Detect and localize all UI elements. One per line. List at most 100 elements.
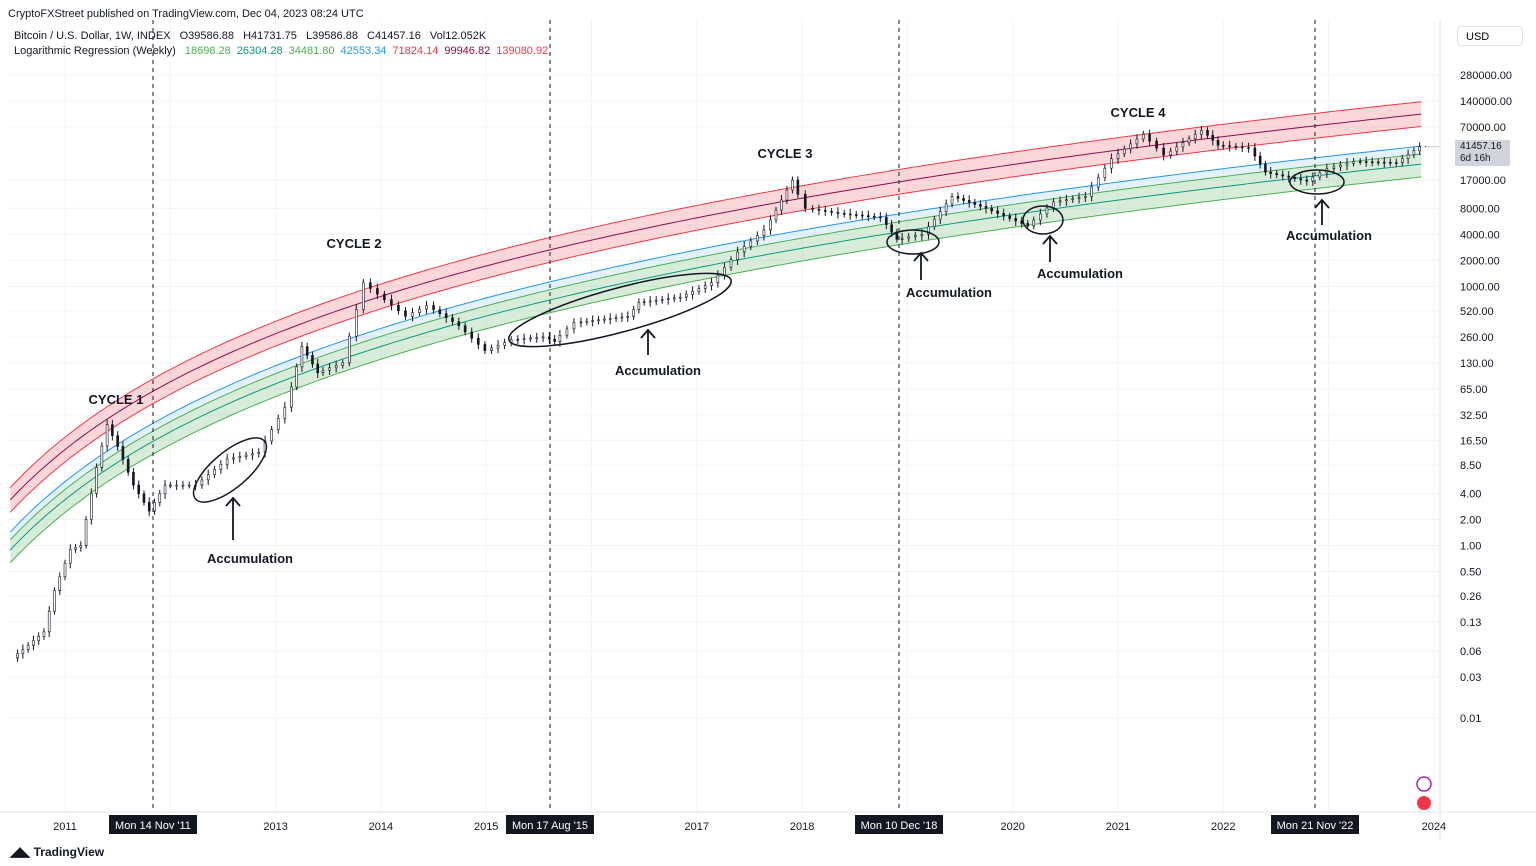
candle (890, 224, 893, 233)
candle (907, 236, 911, 239)
candle (213, 469, 216, 476)
y-tick-label: 65.00 (1460, 384, 1488, 396)
candle (1352, 161, 1355, 164)
price-point (32, 644, 35, 646)
candle (1275, 173, 1279, 176)
candle (283, 406, 287, 419)
candle (457, 321, 461, 327)
y-tick-label: 520.00 (1460, 306, 1494, 318)
accumulation-ellipse (1022, 205, 1064, 235)
candle (1077, 197, 1081, 199)
candle (1216, 140, 1220, 146)
candle (1002, 213, 1005, 217)
candle (774, 209, 778, 221)
candle (1193, 134, 1197, 139)
candle (1135, 138, 1139, 145)
candle (1339, 164, 1342, 168)
y-tick-label: 260.00 (1460, 332, 1494, 344)
candle (632, 309, 635, 317)
candle (879, 216, 882, 219)
candle (1200, 130, 1203, 135)
price-point (1222, 144, 1224, 146)
candle (225, 458, 229, 465)
candle (137, 484, 141, 495)
candle (295, 366, 298, 388)
candle (785, 189, 789, 201)
candle (756, 235, 759, 242)
candle (53, 590, 56, 612)
flag-icon[interactable] (1417, 796, 1431, 810)
price-point (306, 346, 308, 348)
candle (885, 217, 888, 225)
indicator-value: 139080.92 (496, 45, 549, 57)
candle (736, 251, 739, 260)
candle (1412, 150, 1416, 155)
price-point (369, 282, 371, 284)
candle (660, 299, 664, 301)
candle (438, 309, 442, 314)
indicator-value: 71824.14 (392, 45, 439, 57)
currency-button[interactable]: USD (1457, 26, 1523, 46)
candle (723, 267, 726, 276)
x-tick-label: 2013 (263, 821, 287, 833)
candle (90, 493, 93, 520)
candle (79, 545, 83, 548)
y-tick-label: 130.00 (1460, 358, 1494, 370)
candle (678, 296, 682, 299)
open-value: O39586.88 (179, 30, 234, 42)
regression-line (9, 101, 1422, 488)
accumulation-label: Accumulation (1037, 266, 1123, 281)
candle (950, 196, 954, 205)
candle (608, 318, 612, 320)
candle (1388, 162, 1392, 164)
candle (749, 240, 753, 247)
candle (1116, 153, 1120, 160)
marker-date-badge (506, 815, 594, 834)
candle (553, 338, 556, 342)
candle (1406, 154, 1410, 160)
candle (742, 246, 746, 253)
up-arrow-icon (1314, 198, 1330, 225)
price-point (17, 657, 19, 659)
price-point (717, 282, 719, 284)
tradingview-logo[interactable]: ◢◣ TradingView (10, 844, 105, 859)
candle (1234, 146, 1238, 148)
candle (529, 337, 532, 340)
y-tick-label: 2.00 (1460, 514, 1481, 526)
y-tick-label: 0.13 (1460, 617, 1481, 629)
regression-line (9, 125, 1422, 513)
red-band-fill (10, 101, 1422, 513)
candle (780, 199, 783, 211)
indicator-name[interactable]: Logarithmic Regression (Weekly) (14, 45, 176, 57)
candle (691, 291, 694, 295)
candle (362, 282, 365, 310)
candle (418, 308, 421, 314)
marker-date-badge (855, 815, 943, 834)
candle (1382, 161, 1386, 164)
candle (328, 367, 331, 371)
candle (710, 282, 713, 286)
symbol-name[interactable]: Bitcoin / U.S. Dollar, 1W, INDEX (14, 30, 171, 42)
regression-line (9, 145, 1422, 533)
cycle-label: CYCLE 2 (327, 236, 382, 251)
lightning-icon[interactable] (1416, 776, 1432, 792)
candle (1096, 177, 1100, 188)
candle (397, 304, 400, 312)
up-arrow-icon (225, 496, 241, 540)
candle (614, 317, 618, 320)
candle (1162, 147, 1165, 156)
candle (626, 316, 630, 318)
candle (257, 451, 261, 454)
price-point (1059, 201, 1061, 203)
price-point (812, 207, 814, 209)
candle (791, 179, 794, 191)
marker-date: Mon 14 Nov '11 (115, 820, 191, 832)
candle (830, 211, 833, 213)
candle (244, 454, 248, 457)
candle (648, 300, 652, 303)
candle (1305, 179, 1309, 182)
candle (817, 209, 821, 211)
candle (1240, 146, 1244, 149)
price-point (348, 362, 350, 364)
